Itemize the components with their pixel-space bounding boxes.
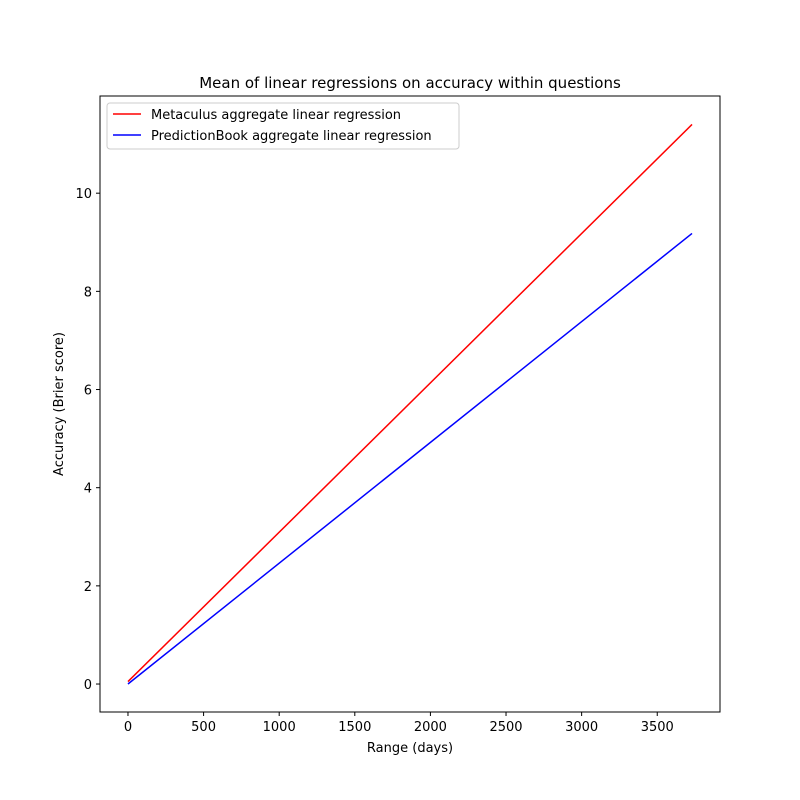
series-line xyxy=(127,123,693,683)
legend-label: PredictionBook aggregate linear regressi… xyxy=(151,129,432,144)
y-tick-label: 4 xyxy=(84,482,92,497)
series-line xyxy=(127,232,693,685)
x-axis-label: Range (days) xyxy=(367,741,453,756)
legend-box xyxy=(106,102,460,150)
y-tick-label: 0 xyxy=(84,678,92,693)
plot-frame xyxy=(99,95,721,713)
y-tick-label: 6 xyxy=(84,384,92,399)
x-tick-label: 0 xyxy=(124,720,132,735)
x-tick-label: 3000 xyxy=(565,720,598,735)
legend-label: Metaculus aggregate linear regression xyxy=(151,108,401,123)
x-tick-label: 1500 xyxy=(338,720,371,735)
y-tick-label: 10 xyxy=(75,187,92,202)
x-tick-label: 3500 xyxy=(641,720,674,735)
x-tick-label: 500 xyxy=(191,720,216,735)
y-axis-label: Accuracy (Brier score) xyxy=(52,332,67,476)
x-tick-label: 1000 xyxy=(263,720,296,735)
x-tick-label: 2500 xyxy=(489,720,522,735)
y-tick-label: 2 xyxy=(84,580,92,595)
y-tick-label: 8 xyxy=(84,285,92,300)
chart-title: Mean of linear regressions on accuracy w… xyxy=(199,74,621,92)
x-tick-label: 2000 xyxy=(414,720,447,735)
